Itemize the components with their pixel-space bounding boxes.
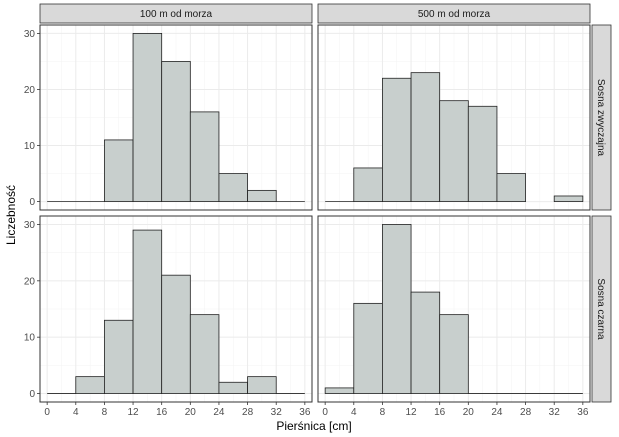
x-tick-label: 8 [380,407,386,418]
column-strip-label-1: 500 m od morza [418,9,491,20]
histogram-bar [247,376,277,394]
y-tick-label: 30 [24,220,36,231]
histogram-bar [410,72,441,202]
histogram-bar [382,77,412,202]
histogram-bar [104,139,134,202]
histogram-bar [75,376,105,394]
histogram-bar [553,195,584,202]
strip-background-1 [317,3,591,24]
x-tick-label: 0 [322,407,328,418]
y-tick-label: 10 [24,333,36,344]
x-tick-label: 32 [549,407,561,418]
x-tick-label: 28 [520,407,532,418]
histogram-bar [382,224,412,394]
strip-background-0 [39,3,313,24]
y-axis-title: Liczebność [4,185,18,245]
histogram-bar [439,100,469,202]
histogram-bar [247,189,277,202]
x-tick-label: 24 [213,407,225,418]
panel-border [317,24,591,211]
histogram-bar [496,173,526,202]
y-tick-label: 0 [29,197,35,208]
x-tick-label: 20 [463,407,475,418]
x-tick-label: 4 [73,407,79,418]
panel-3: 0 4 8 12 16 20 24 28 32 36 [317,215,591,418]
x-tick-label: 12 [405,407,417,418]
histogram-bar [218,173,248,202]
histogram-bar [410,291,441,394]
panel-2: 0 10 20 30 0 4 8 12 16 20 24 28 32 36 [24,215,313,418]
histogram-bar [324,387,355,394]
histogram-bar [189,314,220,394]
histogram-bar [218,381,248,394]
panel-border [39,24,313,211]
row-strip-label-0: Sosna zwyczajna [595,79,606,157]
histogram-bar [161,274,191,394]
x-tick-label: 0 [44,407,50,418]
row-strip-background-1 [591,215,612,403]
histogram-bar [104,319,134,394]
x-tick-label: 36 [299,407,311,418]
x-tick-label: 16 [156,407,168,418]
y-tick-label: 10 [24,141,36,152]
y-tick-label: 30 [24,29,36,40]
x-tick-label: 24 [491,407,503,418]
row-strip-background-0 [591,24,612,211]
x-tick-label: 20 [185,407,197,418]
column-strip-label-0: 100 m od morza [140,9,213,20]
y-tick-label: 20 [24,276,36,287]
histogram-bar [161,61,191,202]
x-axis-title: Pierśnica [cm] [276,419,351,433]
y-tick-label: 0 [29,389,35,400]
x-tick-label: 32 [271,407,283,418]
histogram-bar [353,302,383,394]
panel-1 [317,24,591,211]
histogram-bar [439,314,469,394]
histogram-bar [132,229,163,394]
histogram-bar [467,105,498,202]
y-tick-label: 20 [24,85,36,96]
x-tick-label: 4 [351,407,357,418]
x-tick-label: 28 [242,407,254,418]
panels-layer: 100 m od morza 500 m od morza Sosna zwycza… [24,3,612,418]
x-tick-label: 12 [127,407,139,418]
panel-border [317,215,591,403]
histogram-bar [189,111,220,202]
row-strip-label-1: Sosna czarna [595,278,606,340]
x-tick-label: 8 [102,407,108,418]
histogram-bar [132,33,163,202]
x-tick-label: 36 [577,407,589,418]
panel-border [39,215,313,403]
histogram-bar [353,167,383,202]
panel-0: 0 10 20 30 [24,24,313,211]
x-tick-label: 16 [434,407,446,418]
